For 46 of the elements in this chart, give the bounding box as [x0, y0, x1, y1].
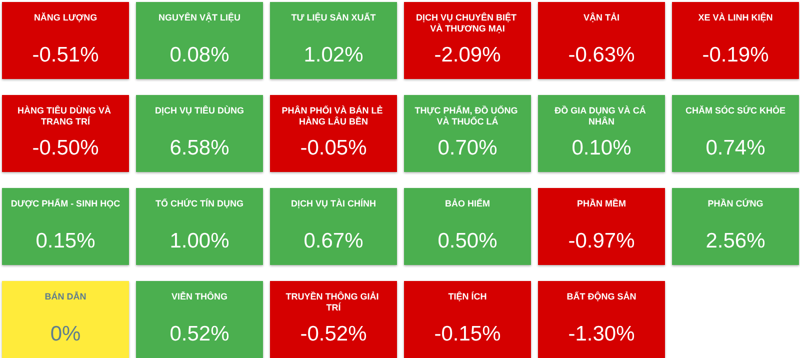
data-label: -0.51%	[32, 44, 99, 66]
data-label: 0.15%	[36, 230, 96, 252]
data-label: -0.52%	[300, 322, 367, 346]
data-label: 0.08%	[170, 44, 230, 66]
category-label: BẢO HIỂM	[445, 198, 490, 208]
category-label: ĐỒ GIA DỤNG VÀ CÁ NHÂN	[554, 104, 648, 126]
category-label: HÀNG TIÊU DÙNG VÀ TRANG TRÍ	[17, 104, 114, 126]
category-label: TRUYỀN THÔNG GIẢI TRÍ	[286, 290, 382, 312]
category-label: NĂNG LƯỢNG	[34, 12, 98, 22]
category-label: DỊCH VỤ TÀI CHÍNH	[291, 198, 376, 208]
data-label: 0%	[50, 322, 81, 346]
data-label: -0.63%	[568, 44, 635, 66]
data-label: 0.10%	[572, 136, 632, 160]
category-label: TƯ LIỆU SẢN XUẤT	[291, 12, 376, 22]
category-label: TIỆN ÍCH	[448, 290, 487, 302]
data-label: 6.58%	[170, 136, 230, 160]
data-label: -1.30%	[568, 322, 635, 346]
category-label: BÁN DẪN	[44, 290, 86, 302]
data-label: -2.09%	[434, 44, 501, 66]
data-label: 0.52%	[170, 322, 230, 346]
data-label: 0.70%	[438, 136, 498, 160]
data-label: 1.00%	[170, 230, 230, 252]
category-label: XE VÀ LINH KIỆN	[698, 12, 773, 22]
data-label: 0.50%	[438, 230, 498, 252]
data-label: -0.05%	[300, 136, 367, 160]
category-label: NGUYÊN VẬT LIỆU	[158, 12, 241, 22]
category-label: VIỄN THÔNG	[171, 290, 228, 302]
category-label: BẤT ĐỘNG SẢN	[566, 290, 636, 302]
category-label: TỔ CHỨC TÍN DỤNG	[156, 198, 244, 208]
category-label: VẬN TẢI	[584, 12, 620, 22]
data-label: -0.97%	[568, 230, 635, 252]
category-label: PHẦN CỨNG	[708, 198, 764, 208]
data-label: -0.19%	[702, 44, 769, 66]
data-label: -0.15%	[434, 322, 501, 346]
data-label: -0.50%	[32, 136, 99, 160]
data-label: 0.74%	[706, 136, 766, 160]
category-label: CHĂM SÓC SỨC KHỎE	[686, 104, 786, 116]
category-label: PHÂN PHỐI VÀ BÁN LẺ HÀNG LÂU BỀN	[282, 104, 386, 126]
data-label: 1.02%	[304, 44, 364, 66]
category-label: DỊCH VỤ TIÊU DÙNG	[154, 104, 244, 116]
category-label: THỰC PHẨM, ĐỒ UỐNG VÀ THUỐC LÁ	[414, 104, 520, 126]
category-label: PHẦN MỀM	[577, 198, 626, 208]
category-label: DỊCH VỤ CHUYÊN BIỆT VÀ THƯƠNG MẠI	[416, 12, 520, 34]
category-label: DƯỢC PHẨM - SINH HỌC	[10, 198, 121, 208]
data-label: 2.56%	[706, 230, 766, 252]
data-label: 0.67%	[304, 230, 364, 252]
